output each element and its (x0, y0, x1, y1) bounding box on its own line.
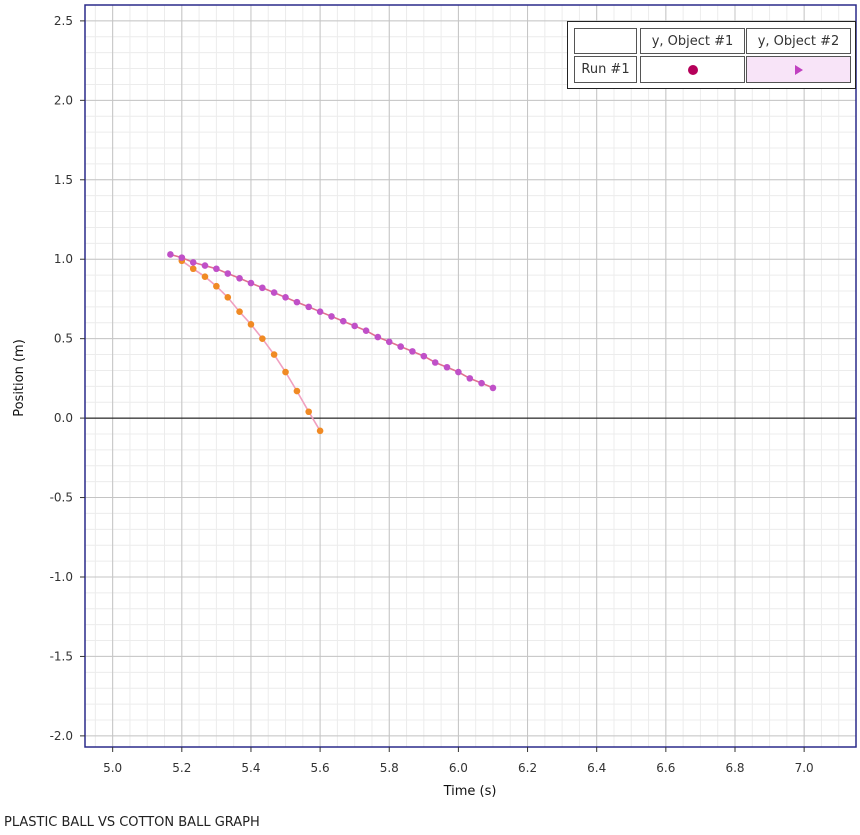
data-point-object2 (259, 284, 266, 292)
data-point-object2 (213, 265, 220, 273)
data-point-object2 (397, 343, 404, 350)
y-tick-label: 1.5 (54, 173, 73, 187)
data-point-object1 (213, 282, 220, 290)
y-tick-label: 0.0 (54, 411, 73, 425)
legend-swatch-object2[interactable] (746, 56, 851, 83)
data-point-object2 (374, 333, 382, 341)
data-point-object2 (489, 384, 497, 392)
legend-corner-cell (574, 28, 637, 54)
x-axis-ticks: 5.0 5.2 5.4 5.6 5.8 6.0 6.2 6.4 6.6 6.8 7.0 (103, 747, 814, 775)
data-point-object1 (247, 321, 255, 328)
x-tick-label: 5.4 (241, 761, 260, 775)
data-point-object2 (420, 352, 428, 360)
data-point-object2 (224, 270, 232, 277)
data-point-object1 (316, 427, 324, 435)
x-tick-label: 5.2 (172, 761, 191, 775)
y-tick-label: 0.5 (54, 332, 73, 346)
data-point-object2 (236, 274, 243, 282)
data-point-object2 (362, 327, 370, 335)
legend-header-object2: y, Object #2 (746, 28, 851, 54)
data-point-object2 (201, 262, 209, 269)
data-point-object2 (270, 289, 278, 296)
x-tick-label: 6.6 (656, 761, 675, 775)
x-tick-label: 6.2 (518, 761, 537, 775)
x-tick-label: 6.4 (587, 761, 606, 775)
series-layer (167, 251, 497, 435)
y-tick-label: 2.5 (54, 14, 73, 28)
legend-row-label: Run #1 (574, 56, 637, 83)
y-tick-label: -2.0 (50, 729, 73, 743)
data-point-object1 (189, 265, 197, 273)
data-point-object1 (305, 408, 312, 416)
data-point-object2 (339, 317, 347, 325)
data-point-object1 (259, 335, 266, 342)
data-point-object1 (201, 273, 209, 280)
data-point-object2 (189, 259, 197, 266)
data-point-object2 (282, 294, 289, 301)
x-tick-label: 5.6 (311, 761, 330, 775)
data-point-object1 (293, 387, 301, 395)
y-axis-ticks: 2.5 2.0 1.5 1.0 0.5 0.0 -0.5 -1.0 -1.5 -2.0 (50, 14, 85, 743)
data-point-object2 (167, 251, 174, 258)
legend-swatch-object1[interactable] (640, 56, 745, 83)
circle-marker-icon (687, 64, 698, 75)
data-point-object2 (351, 322, 358, 330)
x-axis-title: Time (s) (443, 784, 497, 799)
data-point-object2 (409, 348, 416, 355)
data-point-object2 (293, 298, 301, 306)
graph-caption: PLASTIC BALL VS COTTON BALL GRAPH (4, 815, 260, 830)
data-point-object2 (443, 363, 451, 371)
y-tick-label: -1.5 (50, 649, 73, 663)
y-tick-label: 1.0 (54, 252, 73, 266)
triangle-marker-icon (794, 64, 803, 75)
legend: y, Object #1 y, Object #2 Run #1 (567, 21, 856, 89)
legend-header-object1: y, Object #1 (640, 28, 745, 54)
y-tick-label: 2.0 (54, 93, 73, 107)
x-tick-label: 6.0 (449, 761, 468, 775)
x-tick-label: 5.0 (103, 761, 122, 775)
x-tick-label: 5.8 (380, 761, 399, 775)
data-point-object2 (328, 313, 335, 320)
x-tick-label: 7.0 (795, 761, 814, 775)
major-grid (85, 5, 856, 747)
y-tick-label: -0.5 (50, 491, 73, 505)
plot-area-border (84, 4, 857, 748)
data-point-object1 (236, 308, 243, 315)
data-point-object2 (478, 379, 485, 387)
data-point-object2 (305, 303, 312, 311)
y-axis-title: Position (m) (12, 339, 27, 417)
x-tick-label: 6.8 (725, 761, 744, 775)
data-point-object2 (431, 359, 439, 366)
data-point-object2 (178, 254, 186, 261)
data-point-object2 (316, 308, 324, 315)
data-point-object1 (282, 368, 289, 376)
data-point-object1 (224, 294, 232, 301)
data-point-object2 (455, 368, 462, 376)
data-point-object2 (247, 279, 255, 287)
data-point-object2 (385, 338, 393, 346)
data-point-object2 (466, 375, 474, 382)
y-tick-label: -1.0 (50, 570, 73, 584)
data-point-object1 (270, 351, 278, 358)
